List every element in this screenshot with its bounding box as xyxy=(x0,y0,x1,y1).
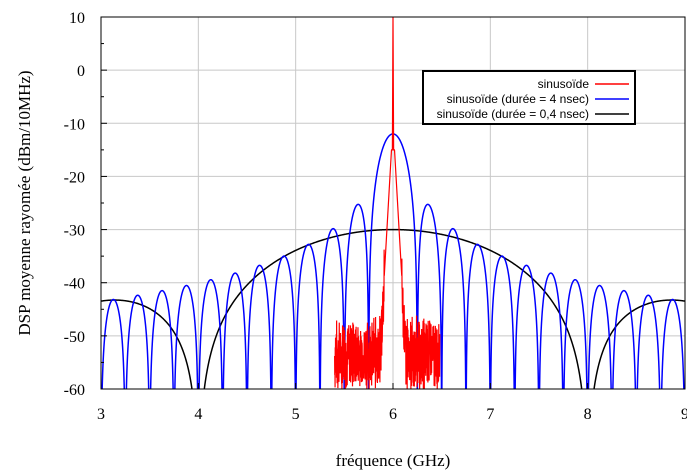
y-tick-label: -10 xyxy=(64,116,85,133)
y-tick-label: -40 xyxy=(64,276,85,293)
y-tick-label: -50 xyxy=(64,329,85,346)
y-tick-label: -60 xyxy=(64,382,85,399)
series-line-0-4nsec xyxy=(101,228,685,389)
x-tick-label: 9 xyxy=(681,406,687,423)
x-tick-label: 8 xyxy=(584,406,592,423)
legend-label: sinusoïde xyxy=(538,77,590,91)
y-tick-label: -20 xyxy=(64,169,85,186)
x-tick-label: 4 xyxy=(194,406,202,423)
x-tick-label: 7 xyxy=(486,406,494,423)
x-tick-label: 5 xyxy=(292,406,300,423)
series-line-sinusoide xyxy=(334,17,441,389)
tick-labels: 3 4 5 6 7 8 9 10 0 -10 -20 -30 -40 -50 -60 xyxy=(64,10,687,423)
legend-box xyxy=(422,70,636,125)
x-tick-label: 3 xyxy=(97,406,105,423)
y-tick-label: -30 xyxy=(64,223,85,240)
x-axis-label: fréquence (GHz) xyxy=(336,451,451,470)
x-tick-label: 6 xyxy=(389,406,397,423)
y-tick-label: 0 xyxy=(77,63,85,80)
y-axis-label: DSP moyenne rayomée (dBm/10MHz) xyxy=(15,70,34,335)
legend-label: sinusoïde (durée = 4 nsec) xyxy=(447,92,589,106)
y-tick-label: 10 xyxy=(69,10,85,27)
series-layer xyxy=(101,17,685,389)
legend-label: sinusoïde (durée = 0,4 nsec) xyxy=(437,107,589,121)
